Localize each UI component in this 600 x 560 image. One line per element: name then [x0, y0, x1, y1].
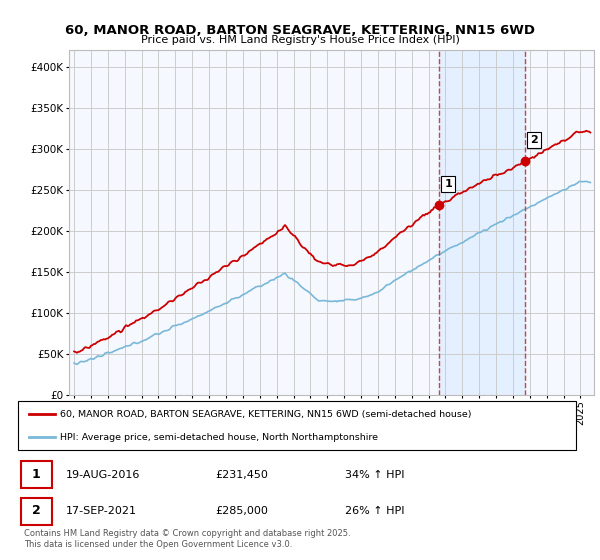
Text: HPI: Average price, semi-detached house, North Northamptonshire: HPI: Average price, semi-detached house,…	[60, 433, 379, 442]
Text: 2: 2	[530, 135, 538, 145]
Text: 1: 1	[32, 468, 40, 481]
Text: 60, MANOR ROAD, BARTON SEAGRAVE, KETTERING, NN15 6WD: 60, MANOR ROAD, BARTON SEAGRAVE, KETTERI…	[65, 24, 535, 36]
Text: 34% ↑ HPI: 34% ↑ HPI	[345, 470, 404, 479]
Text: 60, MANOR ROAD, BARTON SEAGRAVE, KETTERING, NN15 6WD (semi-detached house): 60, MANOR ROAD, BARTON SEAGRAVE, KETTERI…	[60, 409, 472, 418]
Text: 1: 1	[444, 179, 452, 189]
Text: £231,450: £231,450	[215, 470, 268, 479]
FancyBboxPatch shape	[21, 461, 52, 488]
FancyBboxPatch shape	[21, 498, 52, 525]
Text: 26% ↑ HPI: 26% ↑ HPI	[345, 506, 404, 516]
Bar	[439, 50, 525, 395]
FancyBboxPatch shape	[18, 402, 577, 450]
Text: 17-SEP-2021: 17-SEP-2021	[66, 506, 137, 516]
Text: 2: 2	[32, 505, 40, 517]
Text: Price paid vs. HM Land Registry's House Price Index (HPI): Price paid vs. HM Land Registry's House …	[140, 35, 460, 45]
Text: Contains HM Land Registry data © Crown copyright and database right 2025.
This d: Contains HM Land Registry data © Crown c…	[24, 529, 350, 549]
Text: £285,000: £285,000	[215, 506, 268, 516]
Text: 19-AUG-2016: 19-AUG-2016	[66, 470, 140, 479]
